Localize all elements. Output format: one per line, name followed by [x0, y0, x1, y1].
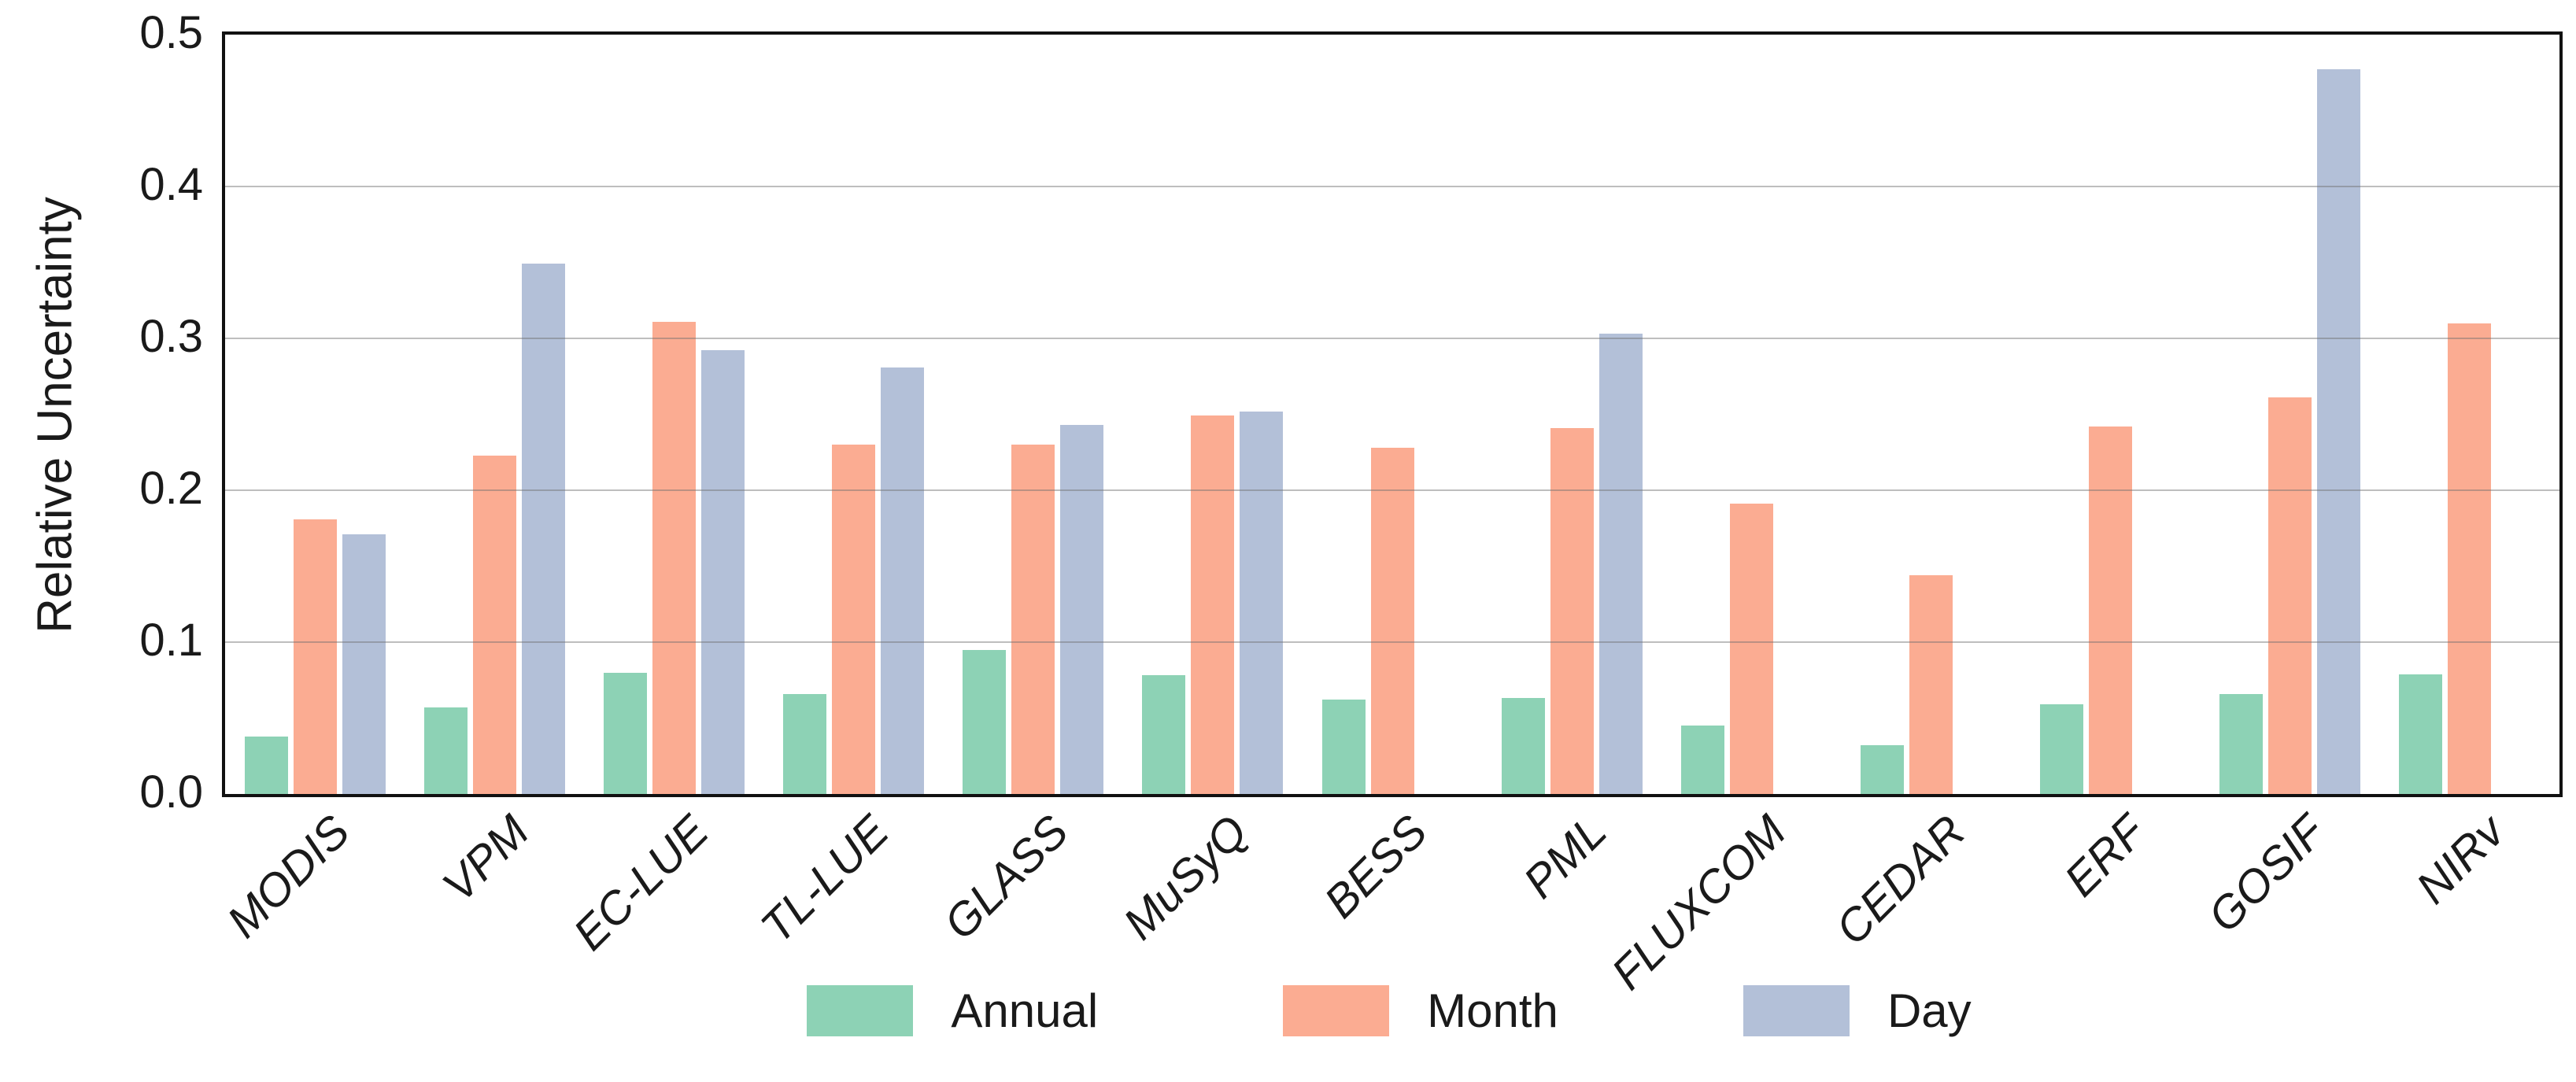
- y-tick-label-0.2: 0.2: [139, 463, 203, 514]
- bar-annual-PML: [1501, 698, 1545, 794]
- bar-month-MuSyQ: [1191, 415, 1235, 794]
- gridline-0.2: [225, 489, 2559, 491]
- x-tick-label-GOSIF: GOSIF: [2197, 805, 2335, 943]
- legend-swatch-annual: [807, 985, 914, 1036]
- legend-label-annual: Annual: [951, 984, 1099, 1037]
- plot-area: [222, 31, 2563, 797]
- bar-month-EC-LUE: [652, 321, 696, 794]
- legend-label-day: Day: [1887, 984, 1972, 1037]
- bar-month-PML: [1550, 427, 1594, 794]
- bar-annual-ERF: [2040, 704, 2084, 794]
- gridline-0.3: [225, 338, 2559, 339]
- bar-annual-NIRv: [2399, 674, 2443, 794]
- legend-item-annual: Annual: [807, 985, 1098, 1036]
- bar-month-BESS: [1370, 447, 1414, 794]
- bar-day-VPM: [521, 264, 565, 794]
- legend-swatch-month: [1283, 985, 1390, 1036]
- y-tick-label-0.0: 0.0: [139, 766, 203, 818]
- legend: Annual Month Day: [222, 985, 2556, 1036]
- x-tick-label-ERF: ERF: [2054, 805, 2156, 907]
- x-tick-label-GLASS: GLASS: [933, 805, 1078, 950]
- x-tick-label-NIRv: NIRv: [2406, 805, 2515, 914]
- legend-item-month: Month: [1283, 985, 1558, 1036]
- y-axis-title: Relative Uncertainty: [28, 197, 83, 633]
- bar-annual-MuSyQ: [1142, 675, 1186, 794]
- bar-annual-GOSIF: [2219, 693, 2264, 794]
- bar-month-CEDAR: [1909, 575, 1953, 794]
- legend-swatch-day: [1743, 985, 1850, 1036]
- x-tick-label-EC-LUE: EC-LUE: [564, 805, 719, 961]
- bar-month-FLUXCOM: [1729, 504, 1773, 794]
- bar-month-TL-LUE: [832, 445, 876, 794]
- bar-month-GOSIF: [2268, 397, 2312, 794]
- bar-month-MODIS: [293, 519, 337, 794]
- bar-annual-CEDAR: [1860, 745, 1904, 794]
- x-tick-label-MODIS: MODIS: [217, 805, 360, 948]
- x-tick-label-BESS: BESS: [1314, 805, 1437, 929]
- x-tick-label-TL-LUE: TL-LUE: [750, 805, 899, 953]
- bar-annual-GLASS: [963, 649, 1007, 794]
- x-tick-label-MuSyQ: MuSyQ: [1113, 805, 1258, 950]
- bar-annual-VPM: [423, 707, 468, 794]
- bar-annual-BESS: [1321, 700, 1366, 794]
- bar-annual-MODIS: [244, 736, 288, 794]
- legend-item-day: Day: [1743, 985, 1972, 1036]
- y-tick-label-0.5: 0.5: [139, 7, 203, 58]
- y-tick-label-0.1: 0.1: [139, 615, 203, 666]
- bar-month-VPM: [472, 455, 516, 794]
- gridline-0.4: [225, 186, 2559, 187]
- gridline-0.1: [225, 641, 2559, 643]
- bar-month-NIRv: [2448, 323, 2492, 794]
- x-tick-label-CEDAR: CEDAR: [1826, 805, 1976, 955]
- bar-month-GLASS: [1011, 445, 1055, 794]
- bar-day-MuSyQ: [1240, 411, 1284, 794]
- legend-label-month: Month: [1427, 984, 1558, 1037]
- bar-day-TL-LUE: [881, 367, 925, 794]
- x-tick-label-VPM: VPM: [433, 805, 539, 912]
- x-tick-label-PML: PML: [1513, 805, 1617, 909]
- bar-month-ERF: [2089, 426, 2133, 794]
- y-tick-label-0.4: 0.4: [139, 159, 203, 210]
- y-tick-label-0.3: 0.3: [139, 311, 203, 362]
- x-tick-label-FLUXCOM: FLUXCOM: [1602, 805, 1796, 1000]
- bar-day-EC-LUE: [700, 350, 745, 794]
- bar-day-GOSIF: [2317, 69, 2361, 794]
- bar-annual-FLUXCOM: [1680, 726, 1724, 794]
- bar-day-MODIS: [342, 534, 386, 794]
- bar-day-PML: [1598, 334, 1643, 794]
- bar-annual-TL-LUE: [783, 693, 827, 794]
- bar-day-GLASS: [1060, 425, 1104, 794]
- bar-annual-EC-LUE: [603, 672, 647, 794]
